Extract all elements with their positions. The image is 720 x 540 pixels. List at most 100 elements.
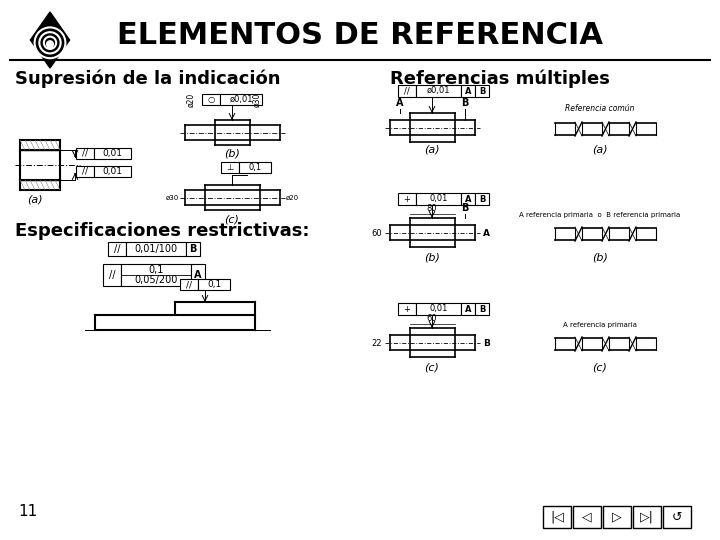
Bar — [202, 94, 220, 105]
Bar — [461, 85, 475, 97]
Text: //: // — [109, 270, 115, 280]
Text: Referencias múltiples: Referencias múltiples — [390, 70, 610, 89]
Text: Referencia común: Referencia común — [565, 104, 635, 113]
Text: A: A — [464, 86, 472, 96]
Bar — [198, 279, 230, 290]
Bar — [94, 148, 131, 159]
Text: Especificaciones restrictivas:: Especificaciones restrictivas: — [15, 222, 310, 240]
Text: 0,01: 0,01 — [429, 194, 448, 204]
Text: //: // — [82, 149, 88, 158]
Bar — [475, 303, 489, 315]
Text: A: A — [396, 98, 404, 108]
Text: ▷|: ▷| — [640, 510, 654, 523]
Bar — [103, 264, 121, 286]
Bar — [398, 193, 416, 205]
Text: (c): (c) — [593, 363, 608, 373]
Text: 11: 11 — [18, 504, 37, 519]
Text: (a): (a) — [424, 145, 440, 155]
Bar — [573, 506, 601, 528]
Text: B: B — [189, 244, 197, 254]
Bar — [633, 506, 661, 528]
Text: //: // — [404, 86, 410, 96]
Text: B: B — [479, 305, 485, 314]
Text: A: A — [464, 305, 472, 314]
Text: //: // — [186, 280, 192, 289]
Text: (c): (c) — [425, 363, 439, 373]
Bar — [603, 506, 631, 528]
Bar — [94, 166, 131, 177]
Bar — [461, 303, 475, 315]
Text: +: + — [404, 305, 410, 314]
Text: ø0,01: ø0,01 — [427, 86, 450, 96]
Bar — [76, 166, 94, 177]
Bar — [108, 242, 126, 256]
Text: B: B — [462, 98, 469, 108]
Text: 80: 80 — [427, 204, 437, 213]
Polygon shape — [30, 12, 70, 68]
Bar — [121, 264, 191, 286]
Bar — [461, 193, 475, 205]
Bar — [543, 506, 571, 528]
Text: 60: 60 — [427, 314, 437, 323]
Text: 0,01: 0,01 — [429, 305, 448, 314]
Text: 60: 60 — [372, 228, 382, 238]
Bar — [186, 242, 200, 256]
Text: (c): (c) — [225, 214, 240, 224]
Text: 0,01/100: 0,01/100 — [135, 244, 178, 254]
Text: A: A — [194, 270, 202, 280]
Text: (b): (b) — [224, 148, 240, 158]
Text: 0,1: 0,1 — [148, 265, 163, 274]
Text: (b): (b) — [424, 253, 440, 263]
Text: //: // — [82, 167, 88, 176]
Text: A referencia primaria: A referencia primaria — [563, 322, 637, 328]
Text: //: // — [114, 244, 120, 254]
Text: 0,01: 0,01 — [102, 167, 122, 176]
Text: ⊥: ⊥ — [226, 163, 233, 172]
Text: ø0,01: ø0,01 — [229, 95, 253, 104]
Text: B: B — [462, 203, 469, 213]
Text: ↺: ↺ — [672, 510, 683, 523]
Bar — [180, 279, 198, 290]
Text: 0,01: 0,01 — [102, 149, 122, 158]
Text: ○: ○ — [207, 95, 215, 104]
Text: 0,1: 0,1 — [207, 280, 221, 289]
Text: A: A — [483, 228, 490, 238]
Text: A referencia primaria  o  B referencia primaria: A referencia primaria o B referencia pri… — [519, 212, 680, 218]
Bar — [126, 242, 186, 256]
Bar — [475, 85, 489, 97]
Text: (a): (a) — [592, 145, 608, 155]
Text: ø30: ø30 — [252, 93, 261, 107]
Text: ELEMENTOS DE REFERENCIA: ELEMENTOS DE REFERENCIA — [117, 21, 603, 50]
Bar — [221, 162, 239, 173]
Polygon shape — [48, 42, 53, 49]
Text: A: A — [464, 194, 472, 204]
Text: 0,1: 0,1 — [248, 163, 261, 172]
Bar — [191, 264, 205, 286]
Bar — [663, 506, 691, 528]
Bar — [398, 85, 416, 97]
Bar — [76, 148, 94, 159]
Bar — [416, 193, 461, 205]
Text: (b): (b) — [592, 253, 608, 263]
Text: B: B — [479, 194, 485, 204]
Text: ▷: ▷ — [612, 510, 622, 523]
Text: ø20: ø20 — [286, 195, 299, 201]
Text: ◁: ◁ — [582, 510, 592, 523]
Text: B: B — [483, 339, 490, 348]
Text: ø30: ø30 — [166, 195, 179, 201]
Bar — [416, 303, 461, 315]
Text: |◁: |◁ — [550, 510, 564, 523]
Text: 0,05/200: 0,05/200 — [135, 275, 178, 286]
Text: +: + — [404, 194, 410, 204]
Text: B: B — [479, 86, 485, 96]
Text: ø20: ø20 — [187, 93, 196, 107]
Circle shape — [47, 41, 53, 48]
Bar — [220, 94, 262, 105]
Text: (a): (a) — [27, 194, 42, 204]
Bar — [398, 303, 416, 315]
Bar — [416, 85, 461, 97]
Text: Supresión de la indicación: Supresión de la indicación — [15, 70, 281, 89]
Text: 22: 22 — [372, 339, 382, 348]
Bar — [239, 162, 271, 173]
Bar — [475, 193, 489, 205]
